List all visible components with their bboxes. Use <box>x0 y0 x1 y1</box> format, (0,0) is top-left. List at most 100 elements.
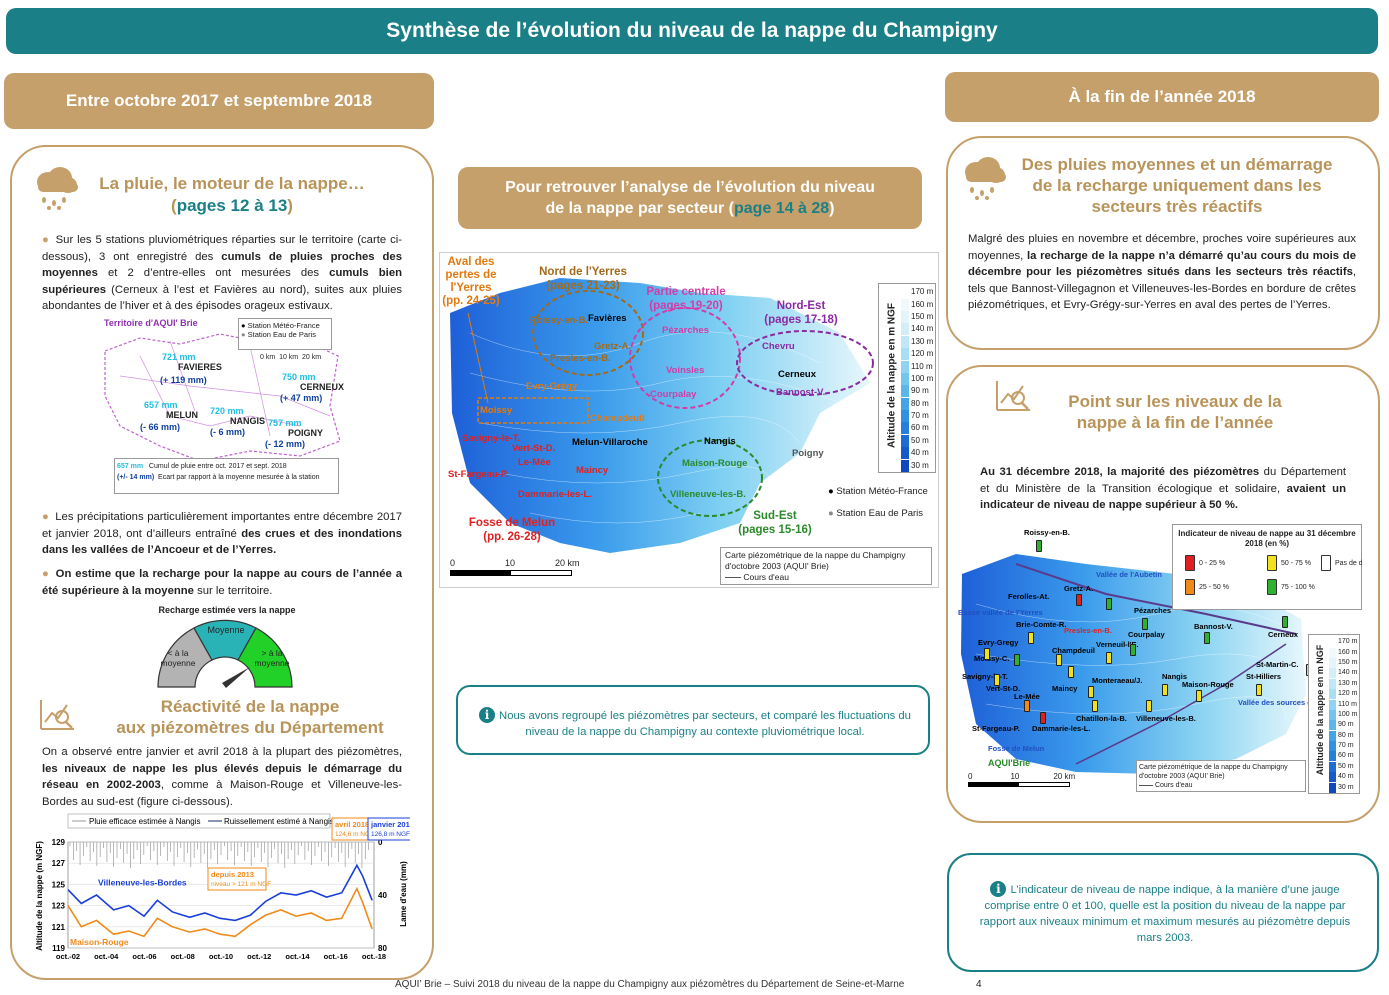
chart-x-tick: oct.-06 <box>132 952 156 961</box>
indicator-map-place-label: St-Fargeau-P. <box>972 724 1020 733</box>
chart-series-label: Villeneuve-les-Bordes <box>98 877 187 887</box>
piezometer-chart: 129 127 125 123 121 119 0 40 80 oct.-02 oct.-04 oct… <box>34 812 410 964</box>
station-delta: (- 66 mm) <box>140 422 181 432</box>
map-place-label: Melun-Villaroche <box>572 437 648 448</box>
map-place-label: Vert-St-D. <box>512 443 556 454</box>
indicator-map-place-label: Pézarches <box>1134 606 1172 615</box>
altitude-scale-step: 70 m <box>1329 741 1359 752</box>
station-name: CERNEUX <box>300 382 345 392</box>
indicator-map-place-label: Bannost-V. <box>1194 622 1233 631</box>
map-place-label: Moissy <box>480 405 513 416</box>
info-box-right: i L’indicateur de niveau de nappe indique… <box>947 853 1379 972</box>
chart-series-line <box>67 886 373 938</box>
point-niveaux-paragraph: Au 31 décembre 2018, la majorité des pié… <box>980 466 1346 511</box>
chart-y-tick: 123 <box>52 902 66 911</box>
piezometer-battery-icon <box>1196 690 1202 702</box>
secteur-banner: Pour retrouver l’analyse de l’évolution … <box>458 167 922 229</box>
chart-x-tick: oct.-04 <box>94 952 119 961</box>
map-place-label: Nangis <box>704 436 736 447</box>
altitude-scale-step: 160 m <box>901 298 935 311</box>
indicator-legend-item: 50 - 75 % <box>1267 555 1311 571</box>
indicator-map-place-label: Savigny-le-T. <box>962 672 1008 681</box>
indicator-map-place-label: Vert-St-D. <box>986 684 1021 693</box>
main-map-legend: ● Station Météo-France ● Station Eau de … <box>828 486 928 519</box>
altitude-scale-step: 80 m <box>1329 730 1359 741</box>
chart-y-tick: 121 <box>52 923 66 932</box>
chart-y2-tick: 80 <box>378 944 387 953</box>
point-niveaux-title: Point sur les niveaux de la nappe à la fi… <box>1068 392 1282 432</box>
rain-map-title: Territoire d'AQUI' Brie <box>104 318 198 328</box>
indicator-map-place-label: Villeneuve-les-B. <box>1136 714 1196 723</box>
indicator-map-place-label: Brie-Comte-R. <box>1016 620 1067 629</box>
altitude-scale-step: 120 m <box>1329 689 1359 700</box>
station-mm: 657 mm <box>144 400 178 410</box>
indicator-map-place-label: Gretz-A. <box>1064 584 1094 593</box>
altitude-scale-step: 80 m <box>901 397 935 410</box>
altitude-scale-step: 140 m <box>901 323 935 336</box>
pluie-paragraph-1: ● Sur les 5 stations pluviométriques répa… <box>42 234 402 312</box>
chart-y2-label: Lame d'eau (mm) <box>399 861 408 927</box>
chart-y-tick: 129 <box>52 838 66 847</box>
station-delta: (- 6 mm) <box>210 427 246 437</box>
indicator-map-place-label: Courpalay <box>1128 630 1165 639</box>
station-mm: 721 mm <box>162 352 196 362</box>
map-place-label: Savigny-le-T. <box>462 433 521 444</box>
indicator-map-place-label: Dammarie-les-L. <box>1032 724 1091 733</box>
svg-text:126,8 m NGF: 126,8 m NGF <box>371 831 410 838</box>
indicator-map-place-label: Champdeuil <box>1052 646 1095 655</box>
indicator-legend: Indicateur de niveau de nappe au 31 déce… <box>1172 524 1362 610</box>
station-name: MELUN <box>166 410 198 420</box>
map-place-label: Courpalay <box>650 389 697 400</box>
piezometer-battery-icon <box>1024 700 1030 712</box>
altitude-scale-step: 60 m <box>1329 751 1359 762</box>
footer-text: AQUI’ Brie – Suivi 2018 du niveau de la … <box>395 979 905 990</box>
piezometer-battery-icon <box>1092 700 1098 712</box>
piezometer-battery-icon <box>1036 540 1042 552</box>
pluie-pages-link[interactable]: pages 12 à 13 <box>176 196 288 215</box>
piezometer-battery-icon <box>1130 644 1136 656</box>
chart-y-tick: 127 <box>52 859 66 868</box>
piezometer-battery-icon <box>1040 712 1046 724</box>
indicator-map-place-label: Presles-en-B. <box>1064 626 1112 635</box>
indicator-map-place-label: Basse vallée de l'Yerres <box>958 608 1043 617</box>
map-place-label: Chevru <box>762 341 795 352</box>
piezometer-battery-icon <box>1282 616 1288 628</box>
indicator-map-caption: Carte piézométrique de la nappe du Champ… <box>1136 760 1306 792</box>
indicator-map-place-label: Monteraeau/J. <box>1092 676 1143 685</box>
chart-annotation: depuis 2013 niveau > 121 m NGF <box>207 867 271 891</box>
station-mm: 750 mm <box>282 372 316 382</box>
rain-cloud-icon <box>965 157 1006 200</box>
map-place-label: Poigny <box>792 448 824 459</box>
altitude-scale-step: 130 m <box>1329 678 1359 689</box>
altitude-scale-step: 40 m <box>901 447 935 460</box>
piezometer-battery-icon <box>1106 598 1112 610</box>
piezometer-battery-icon <box>1014 654 1020 666</box>
chart-y-tick: 125 <box>52 880 66 889</box>
chart-y-label: Altitude de la nappe (m NGF) <box>35 841 44 951</box>
altitude-scale-step: 100 m <box>1329 709 1359 720</box>
chart-x-tick: oct.-02 <box>56 952 80 961</box>
piezometer-battery-icon <box>1056 654 1062 666</box>
indicator-legend-item: Pas de donnée <box>1321 555 1362 571</box>
map-place-label: Pézarches <box>662 325 710 336</box>
chart-legend-entry: Ruissellement estimé à Nangis <box>224 817 334 826</box>
indicator-map-place-label: Ferolles-At. <box>1008 592 1050 601</box>
map-place-label: Gretz-A. <box>594 341 631 352</box>
svg-text:niveau > 121 m NGF: niveau > 121 m NGF <box>211 881 271 888</box>
main-map-altitude-scale: Altitude de la nappe en m NGF 170 m 160 m… <box>878 283 936 473</box>
secteur-pages-link[interactable]: page 14 à 28 <box>734 200 830 217</box>
piezometer-battery-icon <box>1088 686 1094 698</box>
indicator-map-place-label: Moissy-C. <box>974 654 1010 663</box>
gauge-high-label: > à la moyenne <box>254 648 290 668</box>
pluies-moyennes-title: Des pluies moyennes et un démarrage de la… <box>1021 155 1333 216</box>
gauge-title: Recharge estimée vers la nappe <box>158 605 296 615</box>
piezometer-battery-icon <box>1068 666 1074 678</box>
piezometer-battery-icon <box>1106 652 1112 664</box>
altitude-scale-step: 30 m <box>901 459 935 472</box>
chart-y-tick: 119 <box>52 944 65 953</box>
map-place-label: Voinsles <box>666 365 705 376</box>
piezometer-battery-icon <box>1028 632 1034 644</box>
map-place-label: Le-Mée <box>518 457 551 468</box>
map-place-label: Champdeuil <box>590 413 645 424</box>
chart-series-label: Maison-Rouge <box>70 937 129 947</box>
